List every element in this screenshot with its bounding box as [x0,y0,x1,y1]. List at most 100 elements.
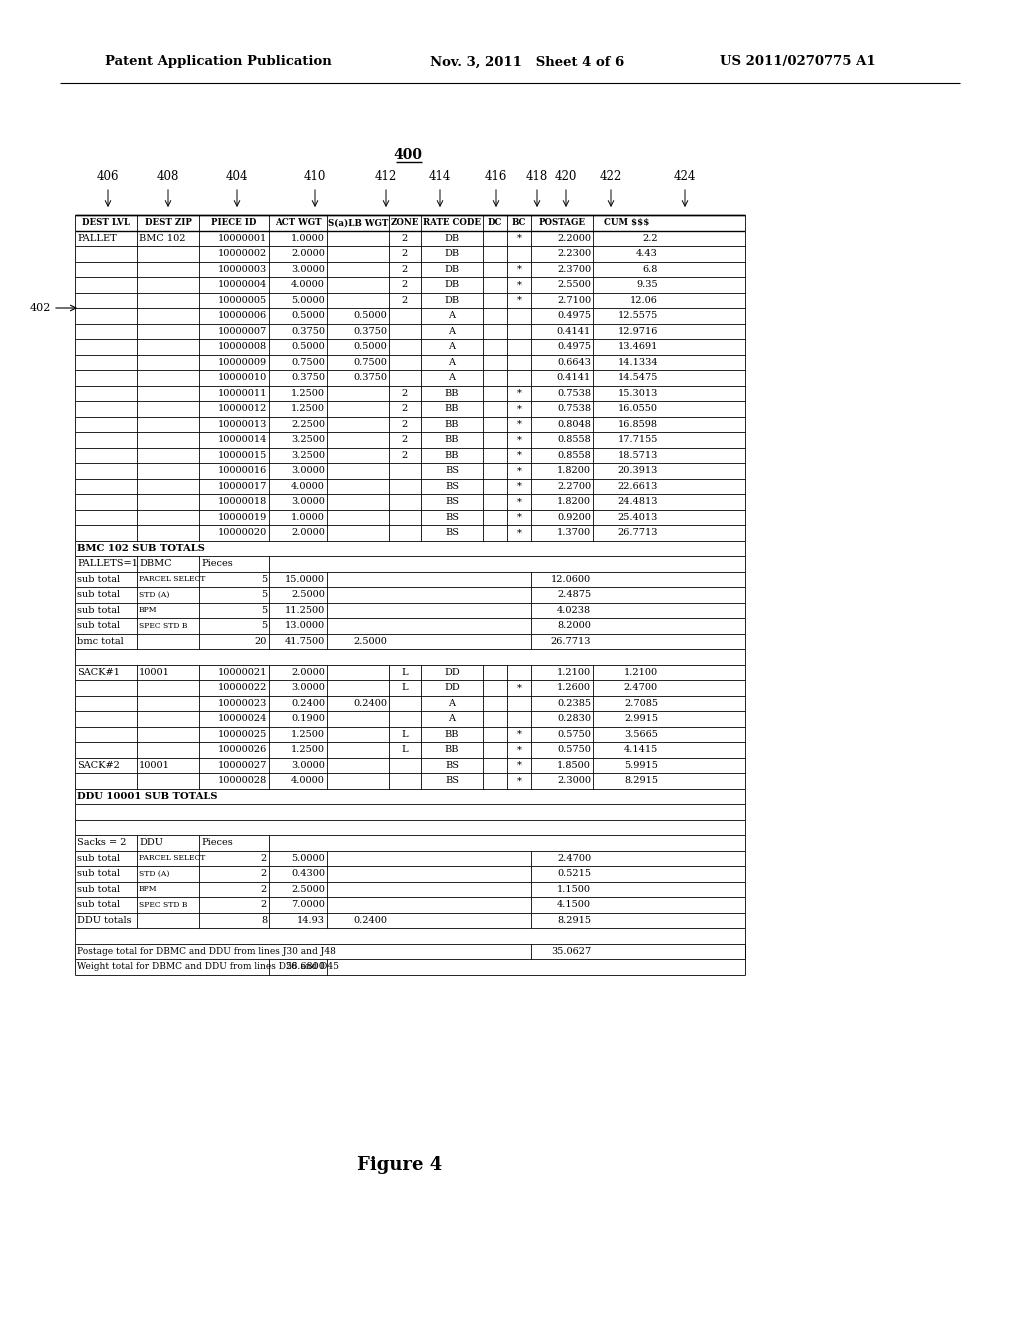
Text: 0.5000: 0.5000 [353,342,387,351]
Text: 2.5000: 2.5000 [353,636,387,645]
Text: 10000016: 10000016 [218,466,267,475]
Text: 0.5000: 0.5000 [291,312,325,321]
Text: BB: BB [444,420,459,429]
Text: 10000001: 10000001 [218,234,267,243]
Text: BB: BB [444,436,459,445]
Text: 10000014: 10000014 [218,436,267,445]
Text: 1.8200: 1.8200 [557,466,591,475]
Text: 0.4141: 0.4141 [557,327,591,335]
Text: POSTAGE: POSTAGE [539,218,586,227]
Text: BC: BC [512,218,526,227]
Text: *: * [516,512,521,521]
Text: 0.6643: 0.6643 [557,358,591,367]
Text: BS: BS [445,512,459,521]
Text: 1.2500: 1.2500 [291,404,325,413]
Text: BMC 102: BMC 102 [139,234,185,243]
Text: 2: 2 [401,450,409,459]
Text: 10000021: 10000021 [218,668,267,677]
Text: 2: 2 [401,249,409,259]
Text: sub total: sub total [77,900,120,909]
Text: DB: DB [444,280,460,289]
Text: BB: BB [444,450,459,459]
Text: DEST LVL: DEST LVL [82,218,130,227]
Text: 2: 2 [401,389,409,397]
Text: *: * [516,760,521,770]
Text: 25.4013: 25.4013 [617,512,658,521]
Text: DB: DB [444,234,460,243]
Text: sub total: sub total [77,574,120,583]
Text: 424: 424 [674,170,696,183]
Text: 2: 2 [261,884,267,894]
Text: DB: DB [444,249,460,259]
Text: *: * [516,684,521,692]
Text: 404: 404 [225,170,248,183]
Text: SACK#2: SACK#2 [77,760,120,770]
Text: sub total: sub total [77,622,120,630]
Text: 22.6613: 22.6613 [617,482,658,491]
Text: 2: 2 [401,436,409,445]
Text: 10001: 10001 [139,760,170,770]
Text: 4.0238: 4.0238 [557,606,591,615]
Text: *: * [516,389,521,397]
Text: 2: 2 [261,900,267,909]
Text: 422: 422 [600,170,623,183]
Text: 10000018: 10000018 [218,498,267,507]
Text: 2.0000: 2.0000 [291,668,325,677]
Text: 412: 412 [375,170,397,183]
Text: 0.2830: 0.2830 [557,714,591,723]
Text: 10000015: 10000015 [218,450,267,459]
Text: 24.4813: 24.4813 [617,498,658,507]
Text: 10000023: 10000023 [218,698,267,708]
Text: 10000007: 10000007 [218,327,267,335]
Text: 8.2915: 8.2915 [557,916,591,925]
Text: 1.3700: 1.3700 [557,528,591,537]
Text: 2.2700: 2.2700 [557,482,591,491]
Text: 1.0000: 1.0000 [291,512,325,521]
Text: 10000012: 10000012 [218,404,267,413]
Text: Pieces: Pieces [201,560,232,568]
Text: sub total: sub total [77,884,120,894]
Text: *: * [516,730,521,739]
Text: 0.5000: 0.5000 [353,312,387,321]
Text: A: A [449,312,456,321]
Text: BB: BB [444,404,459,413]
Text: 0.4975: 0.4975 [557,312,591,321]
Text: *: * [516,265,521,273]
Text: DDU totals: DDU totals [77,916,132,925]
Text: 414: 414 [429,170,452,183]
Text: A: A [449,698,456,708]
Text: 0.2400: 0.2400 [353,698,387,708]
Text: 2: 2 [401,420,409,429]
Text: 2: 2 [261,870,267,878]
Text: L: L [401,746,409,754]
Text: 10000028: 10000028 [218,776,267,785]
Text: BS: BS [445,776,459,785]
Text: 0.8558: 0.8558 [557,436,591,445]
Text: 10000010: 10000010 [218,374,267,383]
Text: 1.2600: 1.2600 [557,684,591,692]
Text: Pieces: Pieces [201,838,232,847]
Text: A: A [449,374,456,383]
Text: 10000006: 10000006 [218,312,267,321]
Text: *: * [516,436,521,445]
Text: 10000009: 10000009 [218,358,267,367]
Text: *: * [516,420,521,429]
Text: 5: 5 [261,574,267,583]
Text: 10000026: 10000026 [218,746,267,754]
Text: 0.9200: 0.9200 [557,512,591,521]
Text: SACK#1: SACK#1 [77,668,120,677]
Text: *: * [516,450,521,459]
Text: STD (A): STD (A) [139,591,169,599]
Text: 12.0600: 12.0600 [551,574,591,583]
Text: 3.0000: 3.0000 [291,498,325,507]
Text: 1.8200: 1.8200 [557,498,591,507]
Text: 14.5475: 14.5475 [617,374,658,383]
Text: 4.1500: 4.1500 [557,900,591,909]
Text: 10001: 10001 [139,668,170,677]
Text: 10000017: 10000017 [218,482,267,491]
Text: 15.0000: 15.0000 [285,574,325,583]
Text: 10000025: 10000025 [218,730,267,739]
Text: A: A [449,342,456,351]
Text: *: * [516,528,521,537]
Text: 10000022: 10000022 [218,684,267,692]
